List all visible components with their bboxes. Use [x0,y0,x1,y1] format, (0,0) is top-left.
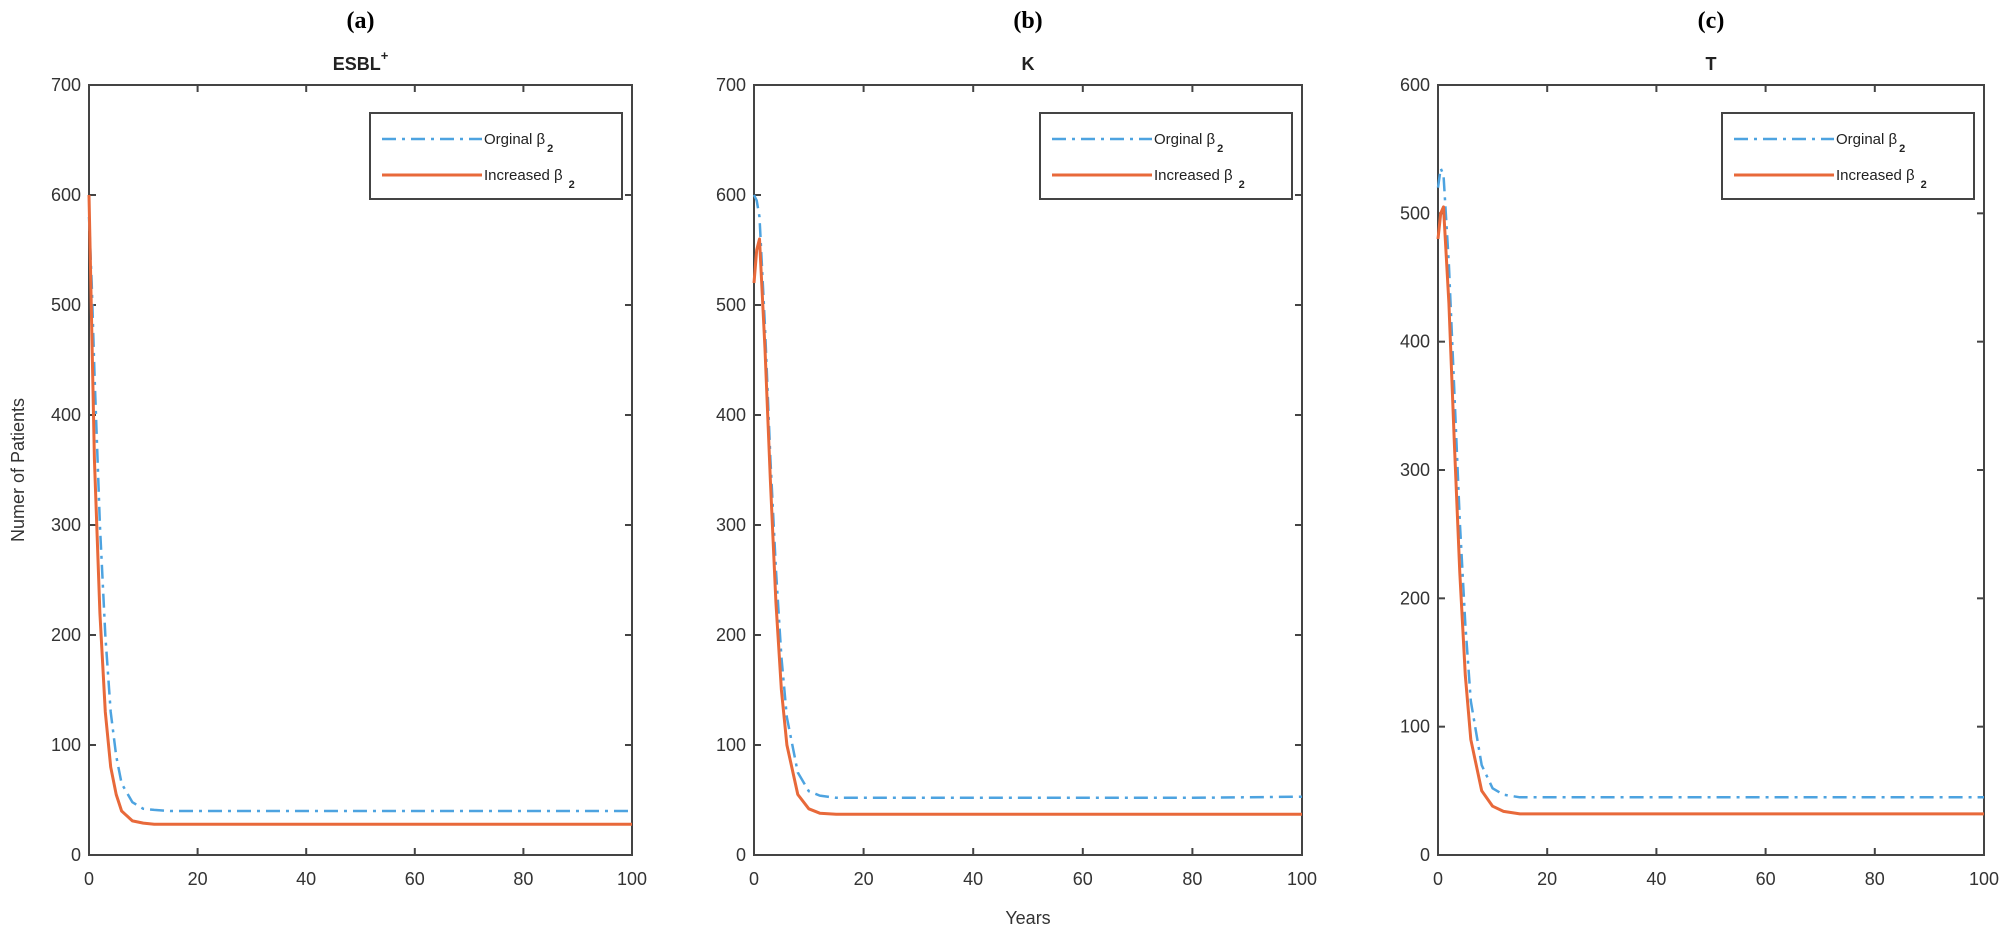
series-line-original [1436,167,1984,799]
panel-letter: (c) [1698,8,1725,34]
y-tick-label: 600 [716,185,746,205]
y-tick-label: 200 [51,625,81,645]
y-tick-label: 300 [716,515,746,535]
panel-b: (b) K 0 20 40 60 80 100 0 100 200 300 400 500 600 700 Ye… [716,8,1317,928]
panel-title: ESBL+ [333,48,389,74]
x-tick-label: 40 [296,869,316,889]
y-tick-label: 700 [716,75,746,95]
legend-label-subscript: 2 [1239,179,1245,191]
y-tick-label: 100 [1400,717,1430,737]
panel-title: T [1706,54,1717,74]
panel-letter: (a) [347,8,375,34]
x-tick-label: 0 [84,869,94,889]
y-tick-label: 0 [71,845,81,865]
legend-box [1039,112,1293,200]
legend-label-subscript: 2 [1921,179,1927,191]
y-tick-label: 600 [51,185,81,205]
panel-title-text: T [1706,54,1717,74]
series-line-original [87,216,632,813]
legend-label-subscript: 2 [1217,143,1223,155]
legend-label-subscript: 2 [547,143,553,155]
x-tick-label: 60 [405,869,425,889]
y-tick-label: 300 [1400,460,1430,480]
y-tick-label: 200 [1400,588,1430,608]
y-tick-label: 600 [1400,75,1430,95]
legend-label: Orginal β2 [1836,131,1905,155]
y-tick-label: 0 [736,845,746,865]
x-tick-label: 20 [1537,869,1557,889]
y-tick-label: 0 [1420,845,1430,865]
legend-label: Increased β 2 [484,167,575,191]
x-tick-label: 100 [1969,869,1999,889]
y-tick-label: 400 [716,405,746,425]
y-tick-label: 100 [716,735,746,755]
y-tick-label: 400 [51,405,81,425]
x-tick-label: 0 [1433,869,1443,889]
panel-a: (a)ESBL+0 20 40 60 80 10001002003004005006007… [8,8,647,889]
x-tick-label: 100 [1287,869,1317,889]
y-tick-label: 200 [716,625,746,645]
x-tick-label: 40 [963,869,983,889]
y-tick-label: 100 [51,735,81,755]
series-line-increased [1436,205,1984,816]
legend-label-text: Increased β [1836,167,1915,184]
legend-label-text: Orginal β [1836,131,1898,148]
y-tick-label: 300 [51,515,81,535]
panel-title-text: ESBL [333,54,381,74]
x-axis-label: Years [1005,908,1050,928]
x-tick-label: 20 [188,869,208,889]
legend-label: Increased β 2 [1154,167,1245,191]
y-tick-label: 700 [51,75,81,95]
axes-frame [88,84,633,856]
panel-title: K [1022,54,1035,74]
x-tick-label: 0 [749,869,759,889]
legend-label: Orginal β2 [484,131,553,155]
y-axis-label: Numer of Patients [8,398,28,542]
axes-frame [1437,84,1985,856]
x-tick-label: 80 [1182,869,1202,889]
y-tick-label: 400 [1400,332,1430,352]
legend-label-text: Orginal β [1154,131,1216,148]
x-tick-label: 80 [1865,869,1885,889]
y-tick-label: 500 [51,295,81,315]
x-tick-label: 100 [617,869,647,889]
x-tick-label: 20 [854,869,874,889]
y-tick-label: 500 [716,295,746,315]
x-tick-label: 60 [1073,869,1093,889]
panel-title-text: K [1022,54,1035,74]
axes-frame [753,84,1303,856]
y-tick-label: 500 [1400,203,1430,223]
x-tick-label: 40 [1646,869,1666,889]
legend-label-text: Orginal β [484,131,546,148]
legend-label-text: Increased β [1154,167,1233,184]
legend-box [1721,112,1975,200]
series-line-increased [87,194,632,826]
panel-title-superscript: + [381,48,389,63]
legend-label-text: Increased β [484,167,563,184]
legend-label-subscript: 2 [569,179,575,191]
series-line-increased [752,237,1302,816]
x-tick-label: 60 [1756,869,1776,889]
legend-label: Orginal β2 [1154,131,1223,155]
panel-letter: (b) [1013,8,1042,34]
legend-label: Increased β 2 [1836,167,1927,191]
x-tick-label: 80 [513,869,533,889]
legend-label-subscript: 2 [1899,143,1905,155]
legend-box [369,112,623,200]
panel-c: (c) T 0 20 40 60 80 100 0 100 200 300 400 500 600 Orgin… [1400,8,1999,889]
